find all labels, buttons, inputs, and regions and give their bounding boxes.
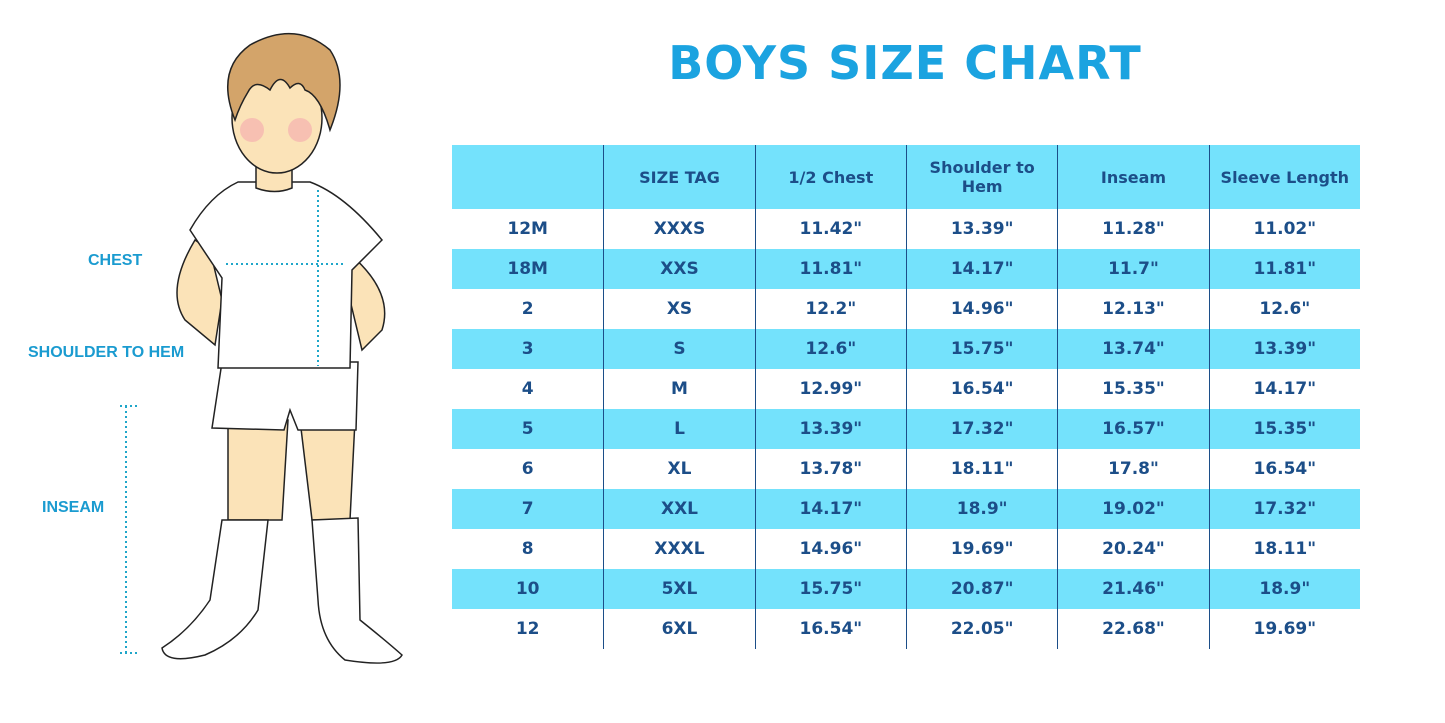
header-cell bbox=[452, 145, 603, 209]
table-row: 7 XXL 14.17" 18.9" 19.02" 17.32" bbox=[452, 489, 1360, 529]
table-cell: 11.7" bbox=[1057, 249, 1208, 289]
table-cell: 11.28" bbox=[1057, 209, 1208, 249]
table-cell: 13.39" bbox=[754, 409, 906, 449]
figure-label: SHOULDER TO HEM bbox=[28, 344, 185, 361]
table-cell: 22.68" bbox=[1057, 609, 1208, 649]
table-cell: 11.81" bbox=[1208, 249, 1360, 289]
table-cell: 10 bbox=[515, 579, 540, 599]
table-cell: 14.17" bbox=[1208, 369, 1360, 409]
table-cell: 19.69" bbox=[1208, 609, 1360, 649]
table-cell: 16.57" bbox=[1057, 409, 1208, 449]
table-cell: 15.75" bbox=[754, 569, 906, 609]
table-cell: 14.96" bbox=[754, 529, 906, 569]
table-cell: 14.96" bbox=[905, 289, 1057, 329]
size-table: SIZE TAG 1/2 Chest Shoulder to Hem Inseam Sl… bbox=[452, 145, 1360, 649]
table-cell: 17.8" bbox=[1057, 449, 1208, 489]
table-cell: 18.9" bbox=[905, 489, 1057, 529]
table-cell: 18.11" bbox=[905, 449, 1057, 489]
table-cell: 11.02" bbox=[1208, 209, 1360, 249]
table-cell: 2 bbox=[521, 299, 534, 319]
table-cell: 15.35" bbox=[1057, 369, 1208, 409]
table-cell: 16.54" bbox=[905, 369, 1057, 409]
table-row: 4 M 12.99" 16.54" 15.35" 14.17" bbox=[452, 369, 1360, 409]
title: BOYS SIZE CHART bbox=[668, 36, 1142, 90]
table-cell: 13.39" bbox=[1208, 329, 1360, 369]
table-cell: 14.17" bbox=[905, 249, 1057, 289]
table-cell: 6XL bbox=[603, 609, 754, 649]
table-cell: 22.05" bbox=[905, 609, 1057, 649]
table-row: 12 6XL 16.54" 22.05" 22.68" 19.69" bbox=[452, 609, 1360, 649]
table-cell: 5XL bbox=[603, 569, 754, 609]
table-row: 12M XXXS 11.42" 13.39" 11.28" 11.02" bbox=[452, 209, 1360, 249]
table-cell: 20.87" bbox=[905, 569, 1057, 609]
table-cell: 20.24" bbox=[1057, 529, 1208, 569]
table-cell: 12.6" bbox=[1208, 289, 1360, 329]
header-cell: 1/2 Chest bbox=[754, 145, 906, 209]
table-cell: 14.17" bbox=[754, 489, 906, 529]
table-cell: 12.13" bbox=[1057, 289, 1208, 329]
table-cell: 8 bbox=[521, 539, 534, 559]
table-cell: 3 bbox=[521, 339, 534, 359]
table-cell: 12 bbox=[515, 619, 540, 639]
table-cell: 15.35" bbox=[1208, 409, 1360, 449]
table-cell: L bbox=[603, 409, 754, 449]
table-cell: 15.75" bbox=[905, 329, 1057, 369]
table-cell: 18.9" bbox=[1208, 569, 1360, 609]
table-row: 6 XL 13.78" 18.11" 17.8" 16.54" bbox=[452, 449, 1360, 489]
table-cell: 19.02" bbox=[1057, 489, 1208, 529]
figure-label: INSEAM bbox=[42, 499, 105, 516]
header-cell: Sleeve Length bbox=[1208, 145, 1360, 209]
table-cell: 12.99" bbox=[754, 369, 906, 409]
table-cell: 17.32" bbox=[1208, 489, 1360, 529]
table-cell: 5 bbox=[521, 419, 534, 439]
boy-illustration bbox=[120, 33, 403, 664]
table-cell: XS bbox=[603, 289, 754, 329]
table-row: 18M XXS 11.81" 14.17" 11.7" 11.81" bbox=[452, 249, 1360, 289]
header-cell: Shoulder to Hem bbox=[905, 145, 1057, 209]
table-cell: M bbox=[603, 369, 754, 409]
table-row: 2 XS 12.2" 14.96" 12.13" 12.6" bbox=[452, 289, 1360, 329]
table-cell: 16.54" bbox=[754, 609, 906, 649]
table-row: 3 S 12.6" 15.75" 13.74" 13.39" bbox=[452, 329, 1360, 369]
table-cell: 18M bbox=[507, 259, 548, 279]
table-cell: 12.6" bbox=[754, 329, 906, 369]
table-cell: XXXL bbox=[603, 529, 754, 569]
header-row: SIZE TAG 1/2 Chest Shoulder to Hem Inseam Sl… bbox=[452, 145, 1360, 209]
table-cell: S bbox=[603, 329, 754, 369]
table-cell: 7 bbox=[521, 499, 534, 519]
table-cell: 11.42" bbox=[754, 209, 906, 249]
table-row: 10 5XL 15.75" 20.87" 21.46" 18.9" bbox=[452, 569, 1360, 609]
table-cell: 6 bbox=[521, 459, 534, 479]
table-cell: XXS bbox=[603, 249, 754, 289]
table-row: 8 XXXL 14.96" 19.69" 20.24" 18.11" bbox=[452, 529, 1360, 569]
table-cell: 12M bbox=[507, 219, 548, 239]
table-cell: 4 bbox=[521, 379, 534, 399]
table-cell: 19.69" bbox=[905, 529, 1057, 569]
figure-label: CHEST bbox=[88, 252, 143, 269]
table-cell: 16.54" bbox=[1208, 449, 1360, 489]
table-cell: XXXS bbox=[603, 209, 754, 249]
table-cell: 12.2" bbox=[754, 289, 906, 329]
table-cell: 18.11" bbox=[1208, 529, 1360, 569]
header-cell: Inseam bbox=[1057, 145, 1208, 209]
table-cell: 17.32" bbox=[905, 409, 1057, 449]
table-row: 5 L 13.39" 17.32" 16.57" 15.35" bbox=[452, 409, 1360, 449]
table-cell: 21.46" bbox=[1057, 569, 1208, 609]
table-cell: XXL bbox=[603, 489, 754, 529]
table-cell: 13.39" bbox=[905, 209, 1057, 249]
table-cell: 13.74" bbox=[1057, 329, 1208, 369]
table-cell: 11.81" bbox=[754, 249, 906, 289]
table-cell: 13.78" bbox=[754, 449, 906, 489]
header-cell: SIZE TAG bbox=[603, 145, 754, 209]
table-cell: XL bbox=[603, 449, 754, 489]
